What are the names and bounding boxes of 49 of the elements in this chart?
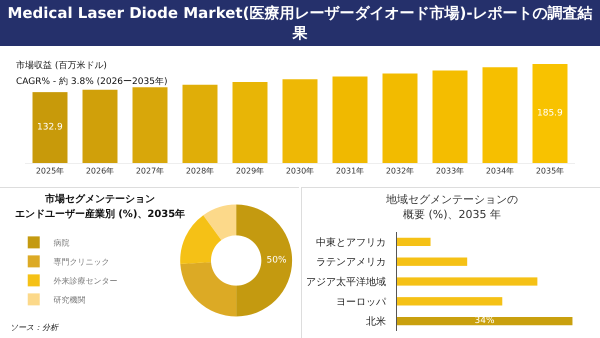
data-label: 132.9 — [36, 122, 64, 133]
bar — [382, 73, 418, 163]
bar — [397, 316, 572, 326]
annotation: CAGR% - 約 3.8% (2026ー2035年) — [16, 76, 168, 87]
chart-subtitle: エンドユーザー産業別 (%)、2035年 — [14, 209, 186, 220]
x-tick-label: 2030年 — [286, 166, 314, 176]
x-tick-label: 2027年 — [136, 166, 164, 176]
bar — [432, 70, 468, 163]
y-axis-title: 市場収益 (百万米ドル) — [16, 60, 107, 71]
x-tick-label: 2025年 — [36, 166, 64, 176]
y-tick-label: ラテンアメリカ — [316, 257, 386, 268]
bar — [282, 79, 318, 163]
bar — [397, 277, 538, 286]
bar — [332, 76, 368, 163]
bar — [397, 238, 431, 246]
data-label: 185.9 — [536, 108, 564, 118]
y-tick-label: 北米 — [366, 316, 386, 328]
bar — [32, 92, 68, 163]
x-tick-label: 2034年 — [486, 166, 514, 176]
x-tick-label: 2026年 — [86, 166, 114, 176]
bar — [482, 67, 518, 163]
donut-slice — [180, 262, 236, 316]
bar — [532, 64, 568, 163]
chart-title: 市場セグメンテーション — [45, 194, 155, 205]
legend-label: 外来診療センター — [54, 276, 118, 286]
legend-label: 専門クリニック — [54, 257, 110, 266]
x-tick-label: 2032年 — [386, 166, 414, 176]
bar — [132, 87, 168, 163]
bar — [182, 84, 218, 163]
x-tick-label: 2028年 — [186, 166, 214, 176]
text: ソース：分析 — [10, 323, 59, 332]
donut-slice — [203, 204, 236, 240]
y-tick-label: 中東とアフリカ — [316, 236, 386, 248]
y-tick-label: ヨーロッパ — [336, 296, 387, 308]
legend-label: 病院 — [54, 238, 70, 248]
x-tick-label: 2035年 — [536, 166, 564, 176]
chart-title: 地域セグメンテーションの概要 (%)、2035 年 — [385, 192, 519, 222]
x-tick-label: 2033年 — [436, 166, 464, 176]
donut-slice — [236, 204, 292, 316]
data-label: 50% — [266, 256, 287, 266]
legend-label: 研究機関 — [54, 295, 86, 304]
bar — [397, 297, 502, 306]
chart-title: Medical Laser Diode Market(医療用レーザーダイオード市場)-レポートの調査結果 — [0, 0, 600, 46]
x-tick-label: 2031年 — [336, 166, 364, 176]
x-tick-label: 2029年 — [236, 166, 264, 176]
bar — [82, 90, 118, 163]
bar — [397, 258, 468, 266]
bar — [232, 82, 268, 163]
y-tick-label: アジア太平洋地域 — [306, 276, 386, 288]
